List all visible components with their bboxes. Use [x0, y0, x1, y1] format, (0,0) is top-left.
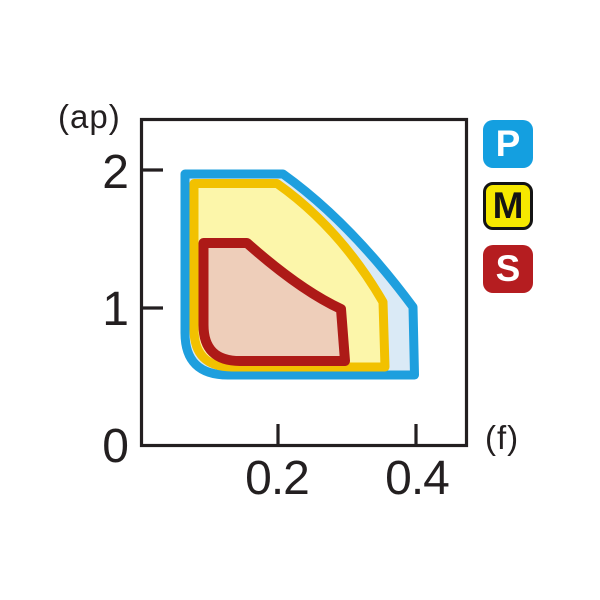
legend-badge-s: S [483, 245, 533, 293]
plot-border [139, 117, 469, 448]
legend-badge-m: M [483, 182, 533, 230]
region-s [198, 238, 350, 366]
y-axis-title: (ap) [58, 98, 121, 135]
y-tick-label-1: 1 [102, 283, 129, 336]
y-tick-label-2: 2 [102, 146, 129, 199]
x-tick-label-0-2: 0.2 [245, 452, 310, 505]
x-axis-title: (f) [485, 419, 520, 456]
legend-badge-p: P [483, 120, 533, 168]
x-tick-label-0-4: 0.4 [385, 452, 450, 505]
y-tick-label-0: 0 [102, 420, 129, 473]
